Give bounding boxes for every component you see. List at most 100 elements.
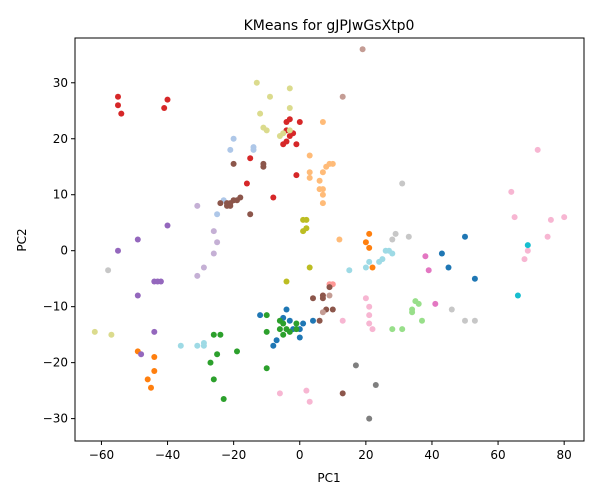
data-point — [234, 348, 240, 355]
data-point — [511, 214, 518, 221]
y-axis-ticks: −30 −20 −10 0 10 20 30 — [43, 76, 75, 426]
data-point — [151, 354, 158, 360]
data-point — [157, 278, 164, 285]
data-point — [316, 177, 323, 184]
data-point — [210, 331, 217, 338]
data-point — [319, 200, 326, 207]
data-point — [134, 292, 141, 299]
y-tick-label: 10 — [53, 188, 68, 202]
data-point — [521, 256, 528, 263]
data-point — [276, 326, 283, 333]
data-point — [300, 320, 307, 327]
data-point — [230, 135, 237, 142]
data-point — [217, 331, 224, 338]
data-point — [263, 127, 270, 134]
data-point — [253, 79, 260, 86]
data-point — [392, 230, 399, 237]
data-point — [286, 133, 293, 139]
x-tick-label: 20 — [358, 448, 373, 462]
data-point — [544, 233, 551, 240]
data-point — [91, 328, 98, 335]
data-point — [283, 306, 290, 313]
data-point — [306, 169, 313, 176]
data-point — [286, 317, 293, 324]
data-point — [547, 216, 554, 223]
data-point — [508, 188, 515, 195]
data-point — [283, 278, 290, 285]
data-point — [214, 351, 221, 358]
data-point — [422, 253, 429, 260]
data-point — [524, 242, 531, 249]
data-point — [247, 155, 254, 162]
data-point — [237, 194, 244, 201]
data-point — [280, 320, 287, 327]
y-tick-label: 20 — [53, 132, 68, 146]
data-point — [425, 267, 432, 274]
y-tick-label: −10 — [43, 300, 68, 314]
data-point — [561, 214, 568, 221]
data-point — [164, 222, 171, 229]
data-point — [207, 359, 214, 366]
data-point — [115, 93, 121, 100]
data-point — [276, 390, 283, 397]
plot-frame — [74, 37, 585, 442]
data-point — [270, 194, 277, 201]
data-point — [148, 384, 154, 391]
x-tick-label: −20 — [221, 448, 246, 462]
data-point — [366, 230, 373, 237]
data-point — [286, 116, 293, 123]
x-tick-label: 40 — [424, 448, 439, 462]
data-point — [257, 312, 264, 319]
data-point — [303, 225, 310, 232]
data-point — [409, 306, 416, 313]
data-point — [389, 250, 396, 257]
data-point — [286, 105, 293, 111]
data-point — [303, 387, 310, 394]
data-point — [329, 160, 336, 167]
data-point — [445, 264, 452, 271]
x-axis-label: PC1 — [317, 471, 340, 485]
data-point — [432, 300, 439, 307]
data-point — [415, 300, 422, 307]
data-point — [293, 141, 300, 148]
data-point — [260, 160, 267, 167]
data-point — [105, 267, 112, 274]
data-point — [303, 216, 310, 223]
data-point — [280, 331, 287, 338]
data-point — [296, 119, 303, 125]
data-point — [339, 93, 346, 100]
data-point — [280, 130, 287, 137]
data-point — [134, 236, 141, 243]
data-point — [362, 264, 369, 271]
data-point — [194, 342, 201, 349]
data-point — [319, 169, 326, 176]
data-point — [151, 328, 158, 335]
data-point — [310, 317, 316, 324]
data-point — [326, 292, 333, 299]
data-point — [273, 337, 280, 344]
data-point — [257, 110, 264, 117]
data-point — [310, 295, 316, 302]
data-point — [263, 312, 270, 319]
data-point — [329, 306, 336, 313]
data-point — [366, 303, 373, 310]
data-point — [366, 415, 373, 422]
data-point — [138, 351, 145, 358]
data-point — [214, 211, 221, 218]
data-point — [319, 186, 326, 193]
data-point — [286, 328, 293, 335]
data-point — [118, 110, 125, 117]
data-point — [217, 200, 224, 207]
y-tick-label: 30 — [53, 76, 68, 90]
data-point — [471, 275, 478, 282]
data-point — [372, 382, 379, 388]
data-point — [524, 247, 531, 254]
y-tick-label: 0 — [60, 244, 68, 258]
chart-title: KMeans for gJPJwGsXtp0 — [244, 18, 415, 34]
data-point — [448, 306, 455, 313]
data-point — [419, 317, 425, 324]
data-point — [366, 244, 373, 251]
data-point — [319, 309, 326, 316]
data-point — [319, 295, 326, 302]
